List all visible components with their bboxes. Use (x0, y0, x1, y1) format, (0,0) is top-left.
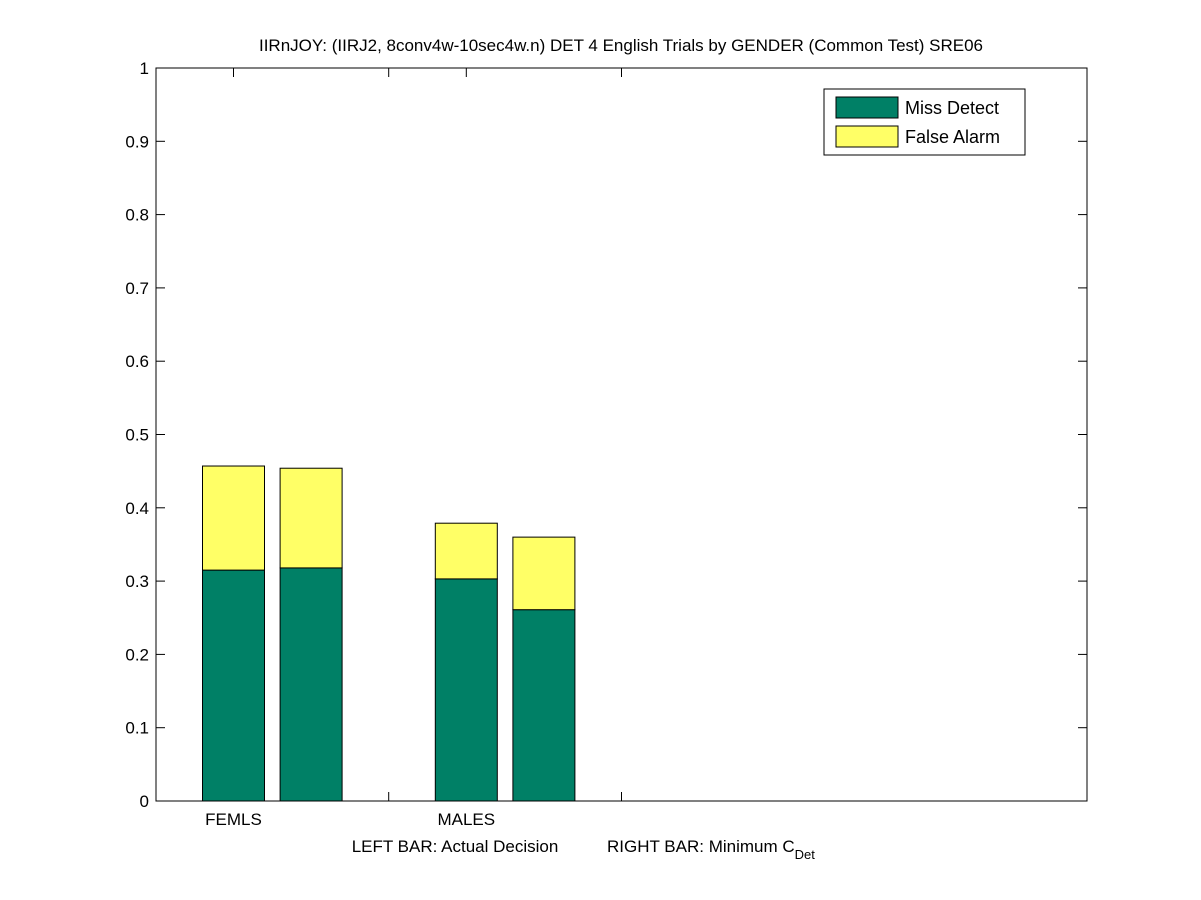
legend-label-false-alarm: False Alarm (905, 127, 1000, 147)
y-tick-label: 0.1 (125, 719, 149, 738)
x-tick-label: FEMLS (205, 810, 262, 829)
y-tick-label: 0.5 (125, 426, 149, 445)
bars (202, 465, 576, 802)
bar-males-actual-false-alarm (434, 522, 498, 580)
legend-swatch-false-alarm (835, 125, 899, 148)
bar-femls-minimum-false-alarm (279, 467, 343, 569)
bar-males-actual-miss-detect (434, 578, 498, 802)
y-tick-label: 0.8 (125, 206, 149, 225)
x-axis-label-right: RIGHT BAR: Minimum CDet (607, 837, 815, 862)
y-tick-label: 0.4 (125, 499, 149, 518)
x-axis-label-right-text: RIGHT BAR: Minimum C (607, 837, 795, 856)
bar-femls-actual-false-alarm (202, 465, 265, 571)
legend: Miss Detect False Alarm (823, 88, 1026, 156)
y-tick-label: 0.3 (125, 572, 149, 591)
y-tick-label: 0.2 (125, 645, 149, 664)
legend-swatch-miss-detect (835, 96, 899, 119)
chart-title: IIRnJOY: (IIRJ2, 8conv4w-10sec4w.n) DET … (259, 36, 983, 55)
y-tick-label: 0 (140, 792, 149, 811)
x-axis-label: LEFT BAR: Actual Decision (352, 837, 559, 856)
y-tick-label: 0.6 (125, 352, 149, 371)
y-tick-label: 1 (140, 59, 149, 78)
y-tick-label: 0.9 (125, 132, 149, 151)
bar-males-minimum-miss-detect (512, 609, 576, 802)
bar-males-minimum-false-alarm (512, 536, 576, 611)
x-tick-label: MALES (437, 810, 495, 829)
bar-femls-actual-miss-detect (202, 569, 265, 802)
bar-femls-minimum-miss-detect (279, 567, 343, 802)
y-axis: 0 0.1 0.2 0.3 0.4 0.5 0.6 0.7 0.8 0.9 1 (125, 59, 1087, 811)
y-tick-label: 0.7 (125, 279, 149, 298)
x-axis: FEMLS MALES (205, 68, 622, 829)
legend-label-miss-detect: Miss Detect (905, 98, 999, 118)
x-axis-label-subscript: Det (795, 847, 816, 862)
